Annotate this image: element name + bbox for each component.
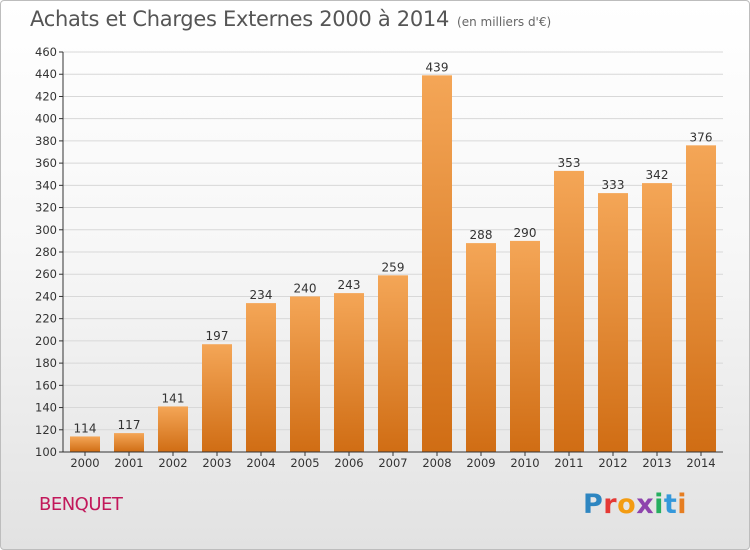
x-tick-label: 2005 — [290, 456, 319, 470]
y-tick-label: 240 — [35, 289, 57, 303]
x-tick-label: 2006 — [334, 456, 363, 470]
bar-value-label: 342 — [646, 168, 669, 182]
logo-letter: x — [636, 489, 655, 520]
logo-letter: o — [617, 489, 637, 520]
x-tick-label: 2004 — [246, 456, 275, 470]
y-axis-ticks: 100 120 140 160 180 200 220 240 260 280 300 320 340 3… — [35, 45, 63, 459]
bar-value-label: 243 — [338, 278, 361, 292]
y-tick-label: 120 — [35, 423, 57, 437]
bar-value-label: 290 — [514, 226, 537, 240]
bar — [378, 275, 408, 452]
y-tick-label: 360 — [35, 156, 57, 170]
y-tick-label: 460 — [35, 45, 57, 59]
bar — [158, 406, 188, 452]
bar — [466, 243, 496, 452]
y-tick-label: 260 — [35, 267, 57, 281]
proxiti-logo[interactable]: Proxiti — [583, 489, 687, 520]
x-tick-label: 2008 — [422, 456, 451, 470]
y-tick-label: 340 — [35, 178, 57, 192]
chart-title: Achats et Charges Externes 2000 à 2014 — [30, 7, 450, 31]
bar — [202, 344, 232, 452]
bars — [70, 75, 716, 453]
y-tick-label: 440 — [35, 67, 57, 81]
axes — [62, 52, 723, 453]
x-tick-label: 2013 — [642, 456, 671, 470]
bar-value-label: 353 — [558, 156, 581, 170]
chart-subtitle: (en milliers d'€) — [457, 15, 552, 29]
bar — [642, 183, 672, 452]
y-tick-label: 380 — [35, 134, 57, 148]
x-tick-label: 2009 — [466, 456, 495, 470]
bar — [422, 75, 452, 452]
x-axis-ticks: 2000 2001 2002 2003 2004 2005 2006 2007 2008 2009… — [70, 452, 716, 470]
bar-value-label: 114 — [74, 421, 97, 435]
y-tick-label: 420 — [35, 89, 57, 103]
y-tick-label: 300 — [35, 223, 57, 237]
y-tick-label: 400 — [35, 112, 57, 126]
value-labels: 114 117 141 197 234 240 243 259 439 288 290 353 333 3… — [74, 60, 713, 435]
x-tick-label: 2010 — [510, 456, 539, 470]
y-tick-label: 320 — [35, 201, 57, 215]
y-tick-label: 180 — [35, 356, 57, 370]
bar — [598, 193, 628, 452]
y-tick-label: 140 — [35, 401, 57, 415]
y-tick-label: 100 — [35, 445, 57, 459]
x-tick-label: 2001 — [114, 456, 143, 470]
title-row: Achats et Charges Externes 2000 à 2014 (e… — [30, 7, 551, 31]
x-tick-label: 2014 — [686, 456, 715, 470]
bar — [686, 145, 716, 453]
bar-value-label: 141 — [162, 391, 185, 405]
bar-value-label: 376 — [690, 130, 713, 144]
bar — [70, 436, 100, 452]
bar-value-label: 240 — [294, 281, 317, 295]
x-tick-label: 2012 — [598, 456, 627, 470]
x-tick-label: 2007 — [378, 456, 407, 470]
bar-value-label: 197 — [206, 329, 229, 343]
logo-letter: P — [583, 489, 604, 520]
bar-value-label: 259 — [382, 260, 405, 274]
y-tick-label: 160 — [35, 378, 57, 392]
x-tick-label: 2011 — [554, 456, 583, 470]
y-tick-label: 280 — [35, 245, 57, 259]
x-tick-label: 2000 — [70, 456, 99, 470]
bar-value-label: 439 — [426, 60, 449, 74]
commune-name: BENQUET — [39, 494, 123, 515]
x-tick-label: 2002 — [158, 456, 187, 470]
y-tick-label: 200 — [35, 334, 57, 348]
bar — [114, 433, 144, 452]
x-tick-label: 2003 — [202, 456, 231, 470]
logo-letter: i — [654, 489, 664, 520]
bar-value-label: 333 — [602, 178, 625, 192]
logo-letter: t — [663, 489, 678, 520]
bar — [246, 303, 276, 452]
y-tick-label: 220 — [35, 312, 57, 326]
bar — [290, 296, 320, 452]
logo-letter: r — [603, 489, 618, 520]
bar — [510, 240, 540, 452]
bar-value-label: 234 — [250, 288, 273, 302]
bar — [334, 293, 364, 452]
logo-letter: i — [677, 489, 688, 520]
bar-value-label: 117 — [118, 418, 141, 432]
bar — [554, 170, 584, 452]
bar-value-label: 288 — [470, 228, 493, 242]
